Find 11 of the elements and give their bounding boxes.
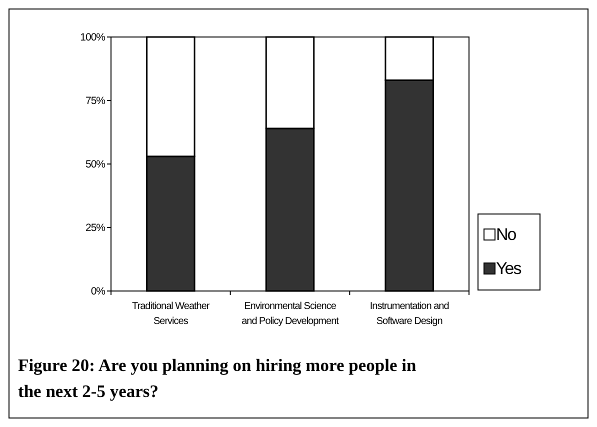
y-tick-label: 50% (85, 158, 106, 171)
x-tick-label: Environmental Science and Policy Development (242, 301, 340, 327)
y-tick-label: 25% (85, 222, 106, 234)
y-tick-label: 100% (80, 32, 106, 44)
y-tick-label: 75% (85, 95, 106, 108)
y-tick-label: 0% (90, 286, 106, 298)
legend-label: Yes (496, 259, 522, 278)
legend-label: No (496, 225, 516, 244)
x-tick-label: Instrumentation and Software Design (370, 301, 449, 327)
text: Figure 20: Are you planning on hiring more people in the next 2-5 years? (18, 355, 416, 401)
x-tick-label: Traditional Weather Services (132, 301, 210, 327)
